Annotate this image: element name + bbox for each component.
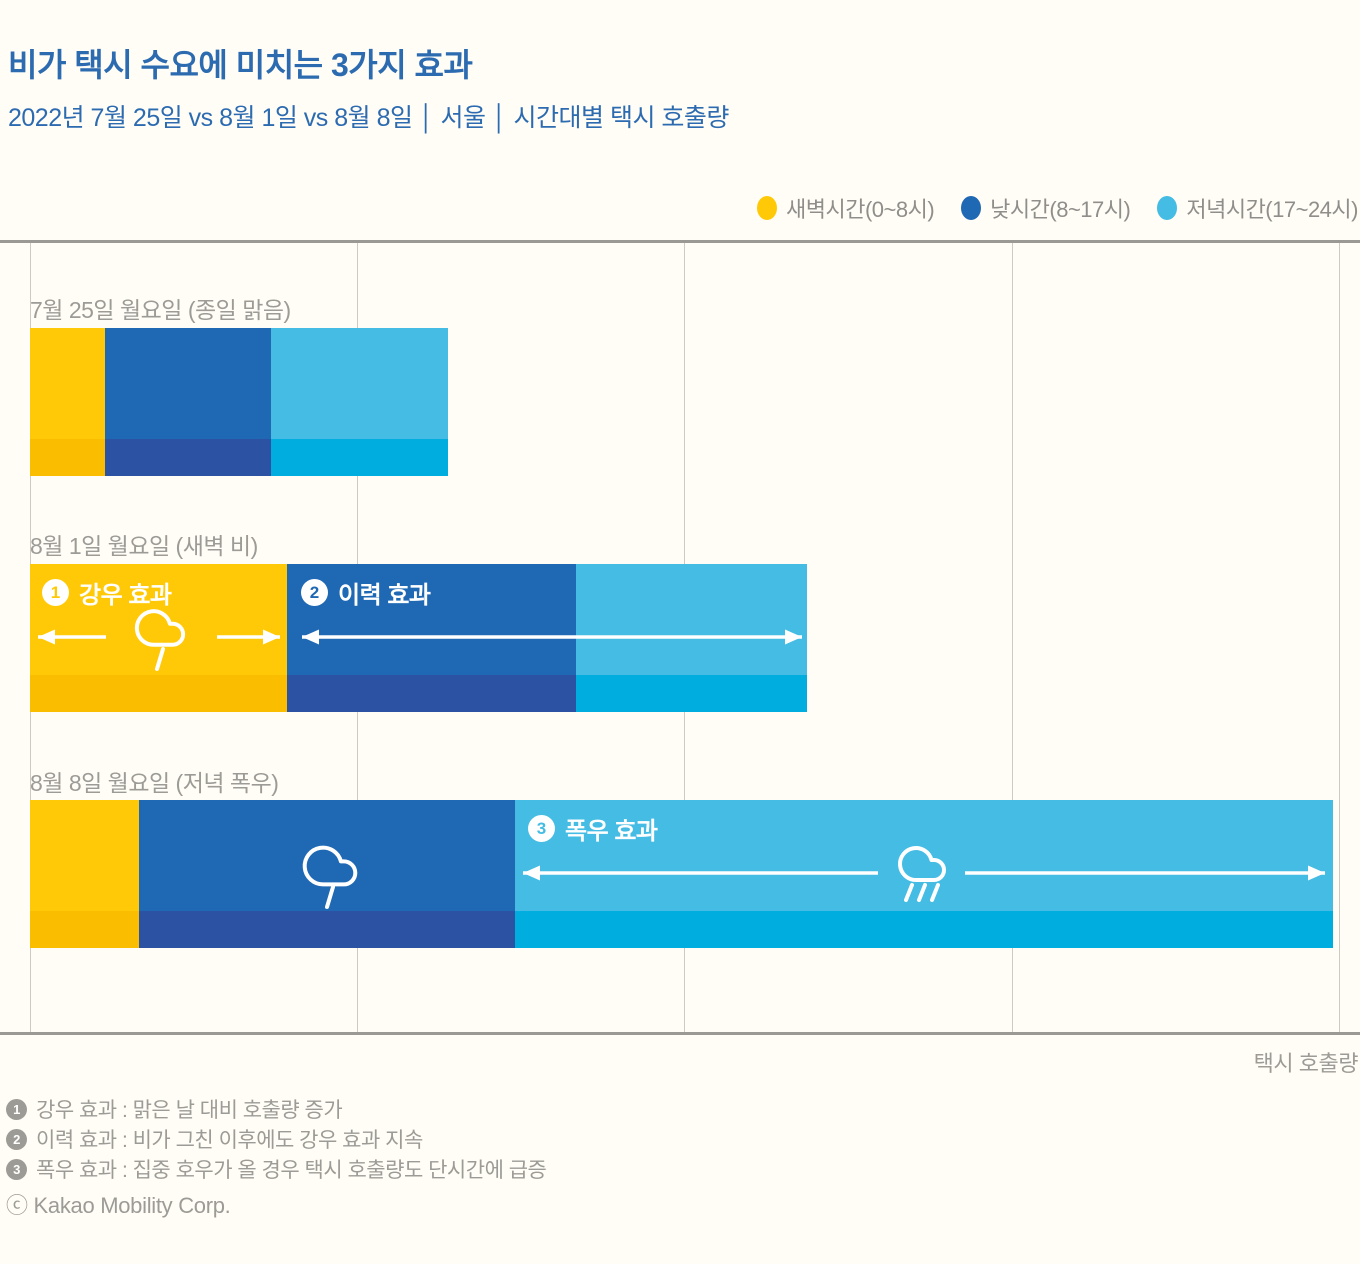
bar-label: 7월 25일 월요일 (종일 맑음) [30,297,291,323]
bar-row: 1 강우 효과 2 이력 효과 [30,564,807,712]
footnote-hysteresis-effect: 2 이력 효과 : 비가 그친 이후에도 강우 효과 지속 [6,1124,546,1154]
bar-annotation: 1 강우 효과 [42,575,172,610]
footnote-text: 이력 효과 : 비가 그친 이후에도 강우 효과 지속 [36,1129,423,1152]
legend-dot-evening-icon [1157,196,1178,220]
page-title: 비가 택시 수요에 미치는 3가지 효과 [8,47,473,83]
bar-segment-evening [576,564,807,712]
page-subtitle: 2022년 7월 25일 vs 8월 1일 vs 8월 8일 │ 서울 │ 시간… [8,104,729,132]
bar-segment-shade [30,439,105,476]
bar-segment-shade [576,675,807,712]
bar-segment-dawn [30,800,139,948]
bar-segment-shade [271,439,448,476]
legend-dot-dawn-icon [757,196,777,220]
bar-segment-evening [271,328,448,476]
chart-area: 7월 25일 월요일 (종일 맑음) 8월 1일 월요일 (새벽 비) 1 강우 효과… [0,240,1360,1035]
legend-label-dawn: 새벽시간(0~8시) [786,197,935,222]
bar-label: 8월 8일 월요일 (저녁 폭우) [30,770,279,796]
bar-row: 3 폭우 효과 [30,800,1333,948]
bar-segment-day [139,800,515,948]
annotation-number-badge: 1 [42,579,69,606]
copyright: ⓒ Kakao Mobility Corp. [6,1193,231,1218]
annotation-label: 폭우 효과 [565,818,658,845]
footnote-text: 폭우 효과 : 집중 호우가 올 경우 택시 호출량도 단시간에 급증 [36,1159,547,1182]
bar-annotation: 3 폭우 효과 [528,811,658,846]
footnote-number-badge: 2 [6,1128,27,1150]
legend-dot-day-icon [961,196,982,220]
legend-item-dawn: 새벽시간(0~8시) [757,192,935,224]
footnote-rain-effect: 1 강우 효과 : 맑은 날 대비 호출량 증가 [6,1094,546,1124]
annotation-number-badge: 3 [528,815,555,842]
footnote-number-badge: 3 [6,1158,27,1180]
bar-segment-dawn [30,328,105,476]
bar-segment-shade [139,911,515,948]
footnote-text: 강우 효과 : 맑은 날 대비 호출량 증가 [36,1099,343,1122]
annotation-label: 이력 효과 [338,582,431,609]
bar-segment-shade [30,911,139,948]
legend-item-day: 낮시간(8~17시) [961,192,1131,224]
x-axis-label: 택시 호출량 [1253,1051,1359,1076]
annotation-number-badge: 2 [301,579,328,606]
gridline [1339,243,1340,1032]
footnote-downpour-effect: 3 폭우 효과 : 집중 호우가 올 경우 택시 호출량도 단시간에 급증 [6,1154,547,1184]
legend-item-evening: 저녁시간(17~24시) [1157,192,1358,224]
bar-segment-shade [105,439,271,476]
legend-label-evening: 저녁시간(17~24시) [1186,197,1358,222]
gridline [1012,243,1013,1032]
footnotes: 1 강우 효과 : 맑은 날 대비 호출량 증가 2 이력 효과 : 비가 그친… [6,1094,547,1184]
bar-segment-shade [30,675,287,712]
bar-segment-shade [515,911,1333,948]
legend-label-day: 낮시간(8~17시) [990,197,1131,222]
annotation-label: 강우 효과 [79,582,172,609]
footnote-number-badge: 1 [6,1098,27,1120]
bar-label: 8월 1일 월요일 (새벽 비) [30,533,258,559]
bar-segment-shade [287,675,576,712]
bar-segment-day [105,328,271,476]
bar-annotation: 2 이력 효과 [301,575,431,610]
legend: 새벽시간(0~8시) 낮시간(8~17시) 저녁시간(17~24시) [757,192,1358,224]
bar-row [30,328,448,476]
